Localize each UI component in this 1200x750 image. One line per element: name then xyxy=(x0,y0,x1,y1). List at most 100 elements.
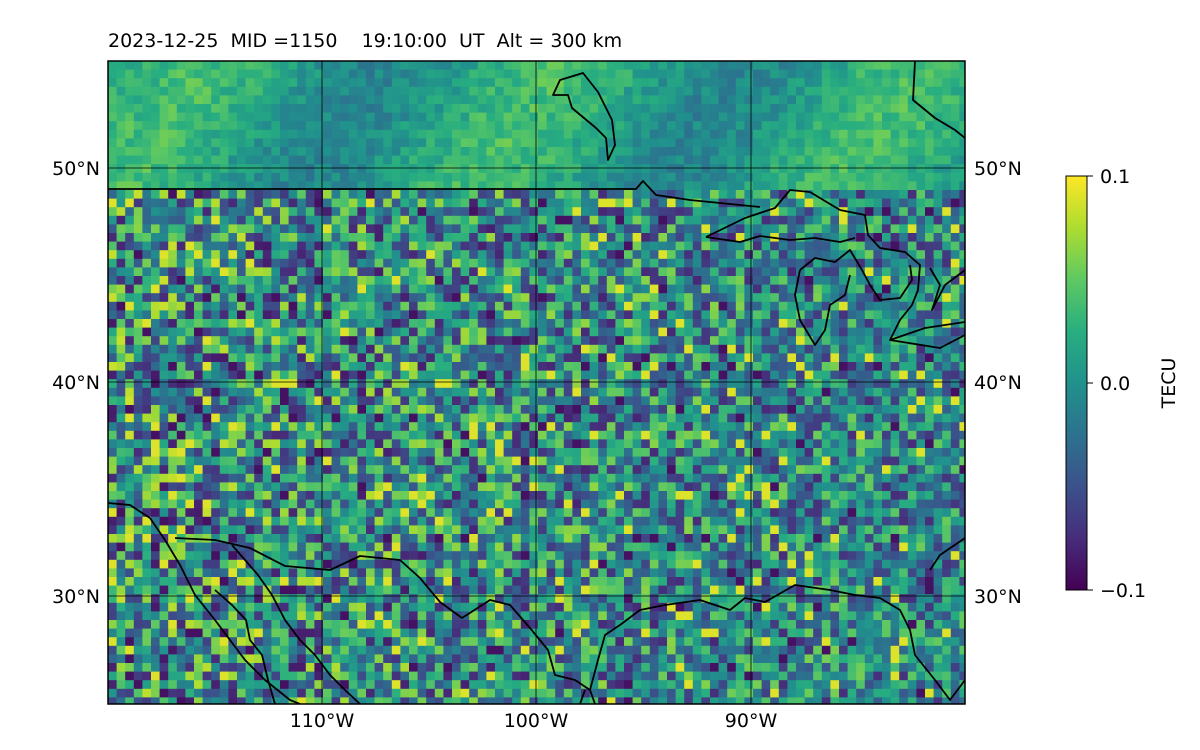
heatmap-cell xyxy=(486,155,496,165)
heatmap-cell xyxy=(245,344,255,354)
heatmap-cell xyxy=(228,207,238,217)
heatmap-cell xyxy=(830,405,840,414)
heatmap-cell xyxy=(512,78,522,88)
heatmap-cell xyxy=(108,250,117,260)
heatmap-cell xyxy=(495,353,504,363)
heatmap-cell xyxy=(890,198,900,208)
heatmap-cell xyxy=(340,250,350,260)
heatmap-cell xyxy=(305,473,315,483)
heatmap-cell xyxy=(288,465,298,475)
heatmap-cell xyxy=(606,233,616,242)
heatmap-cell xyxy=(624,353,633,363)
heatmap-cell xyxy=(262,284,272,294)
heatmap-cell xyxy=(632,69,642,79)
heatmap-cell xyxy=(753,78,762,88)
heatmap-cell xyxy=(374,276,384,285)
heatmap-cell xyxy=(916,95,926,105)
heatmap-cell xyxy=(735,448,745,457)
heatmap-cell xyxy=(796,241,805,251)
heatmap-cell xyxy=(778,86,788,96)
heatmap-cell xyxy=(331,336,341,346)
heatmap-cell xyxy=(667,422,676,432)
heatmap-cell xyxy=(460,138,470,148)
heatmap-cell xyxy=(151,473,160,483)
heatmap-cell xyxy=(520,362,530,371)
heatmap-cell xyxy=(864,267,874,277)
heatmap-cell xyxy=(727,370,737,380)
heatmap-cell xyxy=(873,112,883,122)
heatmap-cell xyxy=(151,439,160,449)
heatmap-cell xyxy=(323,138,332,148)
heatmap-cell xyxy=(529,465,539,475)
heatmap-cell xyxy=(108,172,117,182)
heatmap-cell xyxy=(899,190,909,199)
heatmap-cell xyxy=(262,267,272,277)
heatmap-cell xyxy=(477,181,487,191)
heatmap-cell xyxy=(314,276,324,285)
heatmap-cell xyxy=(692,215,702,225)
heatmap-cell xyxy=(606,387,616,397)
heatmap-cell xyxy=(219,267,229,277)
heatmap-cell xyxy=(744,362,754,371)
heatmap-cell xyxy=(529,78,539,88)
heatmap-cell xyxy=(391,439,401,449)
heatmap-cell xyxy=(684,301,694,311)
heatmap-cell xyxy=(813,473,823,483)
heatmap-cell xyxy=(839,422,848,432)
heatmap-cell xyxy=(254,353,264,363)
heatmap-cell xyxy=(710,164,719,174)
heatmap-cell xyxy=(288,138,298,148)
heatmap-cell xyxy=(950,164,960,174)
heatmap-cell xyxy=(237,430,246,440)
heatmap-cell xyxy=(409,215,418,225)
heatmap-cell xyxy=(873,181,883,191)
heatmap-cell xyxy=(314,482,324,492)
heatmap-cell xyxy=(443,370,453,380)
heatmap-cell xyxy=(615,190,625,199)
heatmap-cell xyxy=(133,344,143,354)
heatmap-cell xyxy=(667,439,676,449)
heatmap-cell xyxy=(796,147,805,156)
heatmap-cell xyxy=(219,198,229,208)
heatmap-cell xyxy=(718,86,728,96)
heatmap-cell xyxy=(323,104,332,113)
heatmap-cell xyxy=(563,396,573,406)
heatmap-cell xyxy=(452,155,461,165)
heatmap-cell xyxy=(899,396,909,406)
heatmap-cell xyxy=(469,224,479,234)
heatmap-cell xyxy=(340,336,350,346)
heatmap-cell xyxy=(211,310,221,320)
heatmap-cell xyxy=(847,284,857,294)
heatmap-cell xyxy=(503,267,513,277)
heatmap-cell xyxy=(563,86,573,96)
heatmap-cell xyxy=(314,353,324,363)
heatmap-cell xyxy=(753,456,762,466)
heatmap-cell xyxy=(176,396,186,406)
heatmap-cell xyxy=(667,224,676,234)
heatmap-cell xyxy=(271,422,281,432)
heatmap-cell xyxy=(572,473,582,483)
heatmap-cell xyxy=(710,215,719,225)
heatmap-cell xyxy=(108,61,117,70)
heatmap-cell xyxy=(778,147,788,156)
heatmap-cell xyxy=(727,473,737,483)
heatmap-cell xyxy=(323,473,332,483)
heatmap-cell xyxy=(856,181,866,191)
heatmap-cell xyxy=(443,129,453,139)
heatmap-cell xyxy=(443,456,453,466)
heatmap-cell xyxy=(237,129,246,139)
heatmap-cell xyxy=(950,370,960,380)
heatmap-cell xyxy=(443,95,453,105)
heatmap-cell xyxy=(787,147,797,156)
heatmap-cell xyxy=(658,448,668,457)
heatmap-cell xyxy=(460,293,470,303)
heatmap-cell xyxy=(366,301,375,311)
heatmap-cell xyxy=(581,284,590,294)
heatmap-cell xyxy=(710,439,719,449)
heatmap-cell xyxy=(907,473,917,483)
heatmap-cell xyxy=(606,86,616,96)
heatmap-cell xyxy=(176,181,186,191)
heatmap-cell xyxy=(391,387,401,397)
heatmap-cell xyxy=(632,86,642,96)
heatmap-cell xyxy=(194,138,203,148)
